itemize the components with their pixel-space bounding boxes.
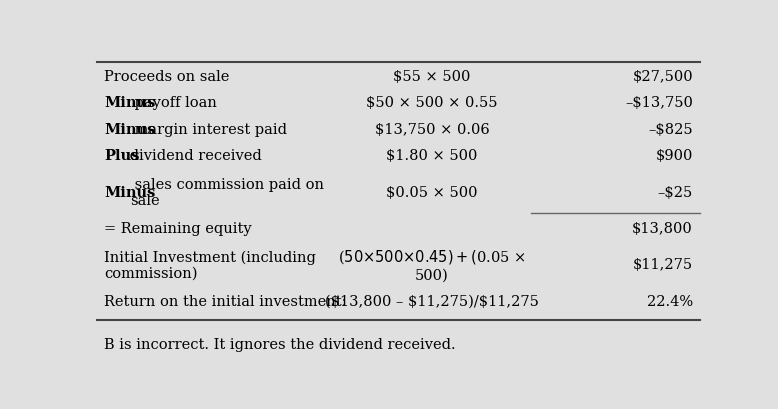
- Text: Plus: Plus: [104, 149, 140, 163]
- Text: Minus: Minus: [104, 96, 156, 110]
- Text: Proceeds on sale: Proceeds on sale: [104, 70, 230, 83]
- Text: ($50 × 500 × 0.45) + ($0.05 ×
500): ($50 × 500 × 0.45) + ($0.05 × 500): [338, 248, 526, 283]
- Text: $13,750 × 0.06: $13,750 × 0.06: [374, 123, 489, 137]
- Text: $13,800: $13,800: [633, 222, 693, 236]
- Text: $1.80 × 500: $1.80 × 500: [386, 149, 478, 163]
- Text: Minus: Minus: [104, 123, 156, 137]
- Text: ($13,800 – $11,275)/$11,275: ($13,800 – $11,275)/$11,275: [325, 295, 539, 309]
- Text: $50 × 500 × 0.55: $50 × 500 × 0.55: [366, 96, 498, 110]
- Text: dividend received: dividend received: [125, 149, 261, 163]
- Text: Return on the initial investment:: Return on the initial investment:: [104, 295, 347, 309]
- Text: margin interest paid: margin interest paid: [130, 123, 287, 137]
- Text: –$825: –$825: [648, 123, 693, 137]
- Text: Minus: Minus: [104, 186, 156, 200]
- Text: $55 × 500: $55 × 500: [393, 70, 471, 83]
- Text: $0.05 × 500: $0.05 × 500: [386, 186, 478, 200]
- Text: B is incorrect. It ignores the dividend received.: B is incorrect. It ignores the dividend …: [104, 338, 456, 352]
- Text: payoff loan: payoff loan: [130, 96, 217, 110]
- Text: sales commission paid on
sale: sales commission paid on sale: [130, 178, 324, 208]
- Text: $27,500: $27,500: [633, 70, 693, 83]
- Text: $11,275: $11,275: [633, 258, 693, 272]
- Text: $900: $900: [656, 149, 693, 163]
- Text: Initial Investment (including
commission): Initial Investment (including commission…: [104, 250, 317, 281]
- Text: = Remaining equity: = Remaining equity: [104, 222, 252, 236]
- Text: 22.4%: 22.4%: [647, 295, 693, 309]
- Text: –$13,750: –$13,750: [625, 96, 693, 110]
- Text: –$25: –$25: [657, 186, 693, 200]
